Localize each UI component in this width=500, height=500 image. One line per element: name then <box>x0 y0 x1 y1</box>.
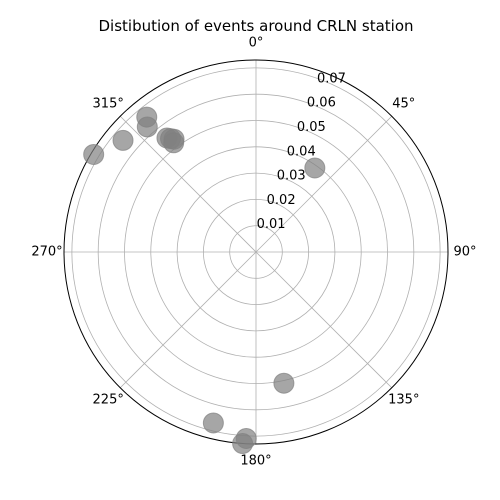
radial-tick-label: 0.06 <box>307 96 336 111</box>
data-point <box>163 132 185 154</box>
radial-tick-label: 0.02 <box>267 193 296 208</box>
polar-grid <box>63 59 449 445</box>
data-point <box>83 143 105 165</box>
angle-tick-label: 90° <box>453 245 476 260</box>
polar-frame <box>63 59 449 445</box>
data-point <box>273 372 295 394</box>
radial-tick-label: 0.03 <box>277 169 306 184</box>
radial-gridline <box>97 93 415 411</box>
radial-tick-label: 0.04 <box>287 144 316 159</box>
radial-tick-label: 0.01 <box>257 217 286 232</box>
radial-tick-label: 0.05 <box>297 120 326 135</box>
angle-gridline <box>119 251 257 389</box>
angle-gridline <box>119 115 257 253</box>
chart-title: Distibution of events around CRLN statio… <box>98 17 413 35</box>
angle-tick-label: 45° <box>392 97 415 112</box>
angle-tick-label: 180° <box>240 454 271 469</box>
radial-gridline <box>150 146 362 358</box>
radial-gridline <box>176 172 336 332</box>
radial-tick-label: 0.07 <box>317 71 346 86</box>
angle-tick-label: 0° <box>249 36 264 51</box>
data-point <box>136 106 158 128</box>
radial-gridline <box>202 198 309 305</box>
data-point <box>202 412 224 434</box>
angle-tick-label: 270° <box>31 245 62 260</box>
angle-tick-label: 225° <box>93 392 124 407</box>
angle-gridline <box>255 115 393 253</box>
angle-tick-labels: 0° 45° 90° 135° 180° 225° 270° 315° <box>31 36 476 469</box>
data-point <box>304 157 326 179</box>
data-point <box>112 129 134 151</box>
radial-gridline <box>124 120 388 384</box>
data-point <box>232 433 254 455</box>
radial-gridline <box>229 225 283 279</box>
angle-tick-label: 315° <box>93 97 124 112</box>
angle-tick-label: 135° <box>388 392 419 407</box>
angle-gridline <box>255 251 393 389</box>
radial-tick-labels: 0.01 0.02 0.03 0.04 0.05 0.06 0.07 <box>257 71 346 232</box>
data-points <box>83 106 326 455</box>
